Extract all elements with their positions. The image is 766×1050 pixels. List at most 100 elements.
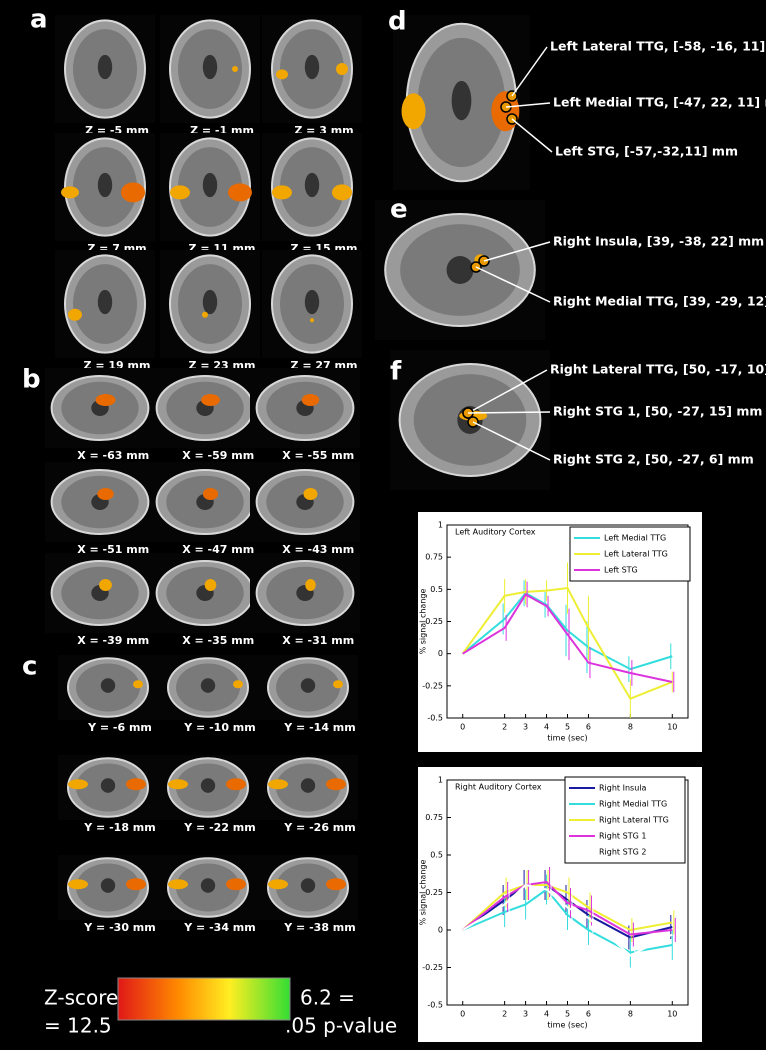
activation-blob — [61, 186, 79, 199]
brain-ventricle — [200, 678, 216, 693]
activation-blob — [276, 69, 288, 80]
series-line — [462, 880, 673, 936]
brain-ventricle — [200, 878, 216, 893]
activation-blob — [126, 878, 146, 891]
slice-label: Y = -38 mm — [283, 921, 355, 934]
annotation-label: Right STG 1, [50, -27, 15] mm — [553, 404, 762, 419]
x-axis-label: time (sec) — [547, 1021, 587, 1030]
activation-blob — [168, 779, 188, 790]
x-tick-label: 3 — [523, 1010, 528, 1019]
activation-blob — [202, 488, 219, 500]
activation-blob — [68, 879, 88, 890]
activation-blob — [202, 311, 208, 318]
colorbar-min: 6.2 = — [300, 986, 355, 1010]
legend-label: Right Medial TTG — [599, 800, 667, 809]
activation-blob — [68, 779, 88, 790]
x-tick-label: 2 — [502, 723, 507, 732]
activation-blob — [201, 394, 220, 406]
activation-blob — [305, 579, 316, 591]
activation-blob — [228, 183, 252, 202]
activation-blob — [99, 579, 112, 591]
brain-ventricle — [446, 256, 474, 284]
slice-label: X = -63 mm — [77, 449, 149, 462]
colorbar-note: .05 p-value — [285, 1014, 397, 1038]
annotation-label: Right STG 2, [50, -27, 6] mm — [553, 452, 754, 467]
x-tick-label: 2 — [502, 1010, 507, 1019]
annotation-line — [467, 369, 548, 414]
brain-ventricle — [100, 878, 116, 893]
series-line — [462, 593, 673, 683]
panel-letter: c — [22, 652, 37, 682]
series-line — [461, 586, 673, 700]
y-tick-label: 1 — [438, 521, 443, 530]
x-axis-label: time (sec) — [547, 734, 587, 743]
slice-label: X = -39 mm — [77, 634, 149, 647]
annotation-label: Right Medial TTG, [39, -29, 12] mm — [553, 294, 766, 309]
legend-label: Right STG 2 — [599, 848, 646, 857]
y-tick-label: 0.5 — [430, 851, 443, 860]
y-tick-label: 0.25 — [425, 888, 443, 897]
activation-blob — [170, 185, 190, 200]
legend-label: Right STG 1 — [599, 832, 646, 841]
activation-blob — [97, 488, 114, 500]
annotation-label: Right Insula, [39, -38, 22] mm — [553, 234, 764, 249]
annotation-line — [511, 46, 548, 97]
y-tick-label: 0 — [438, 649, 443, 658]
annotation-line — [472, 421, 551, 461]
brain-ventricle — [202, 289, 218, 315]
activation-blob — [233, 680, 243, 689]
y-axis-label: % signal change — [419, 860, 428, 926]
brain-ventricle — [304, 289, 320, 315]
activation-blob — [204, 579, 217, 591]
brain-ventricle — [202, 172, 218, 198]
activation-blob — [268, 879, 288, 890]
annotation-line — [475, 266, 551, 303]
y-tick-label: 0.25 — [425, 617, 443, 626]
panel-letter: h — [402, 767, 419, 795]
y-tick-label: 1 — [438, 776, 443, 785]
slice-label: Y = -30 mm — [83, 921, 155, 934]
slice-label: X = -59 mm — [182, 449, 254, 462]
activation-blob — [226, 878, 246, 891]
slice-label: X = -55 mm — [282, 449, 354, 462]
annotation-line — [483, 241, 551, 262]
x-tick-label: 8 — [628, 1010, 633, 1019]
x-tick-label: 8 — [628, 723, 633, 732]
activation-blob — [326, 878, 346, 891]
y-tick-label: -0.5 — [427, 1001, 443, 1010]
y-tick-label: 0.5 — [430, 585, 443, 594]
brain-ventricle — [304, 172, 320, 198]
activation-blob — [126, 778, 146, 791]
slice-label: Y = -22 mm — [183, 821, 255, 834]
slice-label: Y = -18 mm — [83, 821, 155, 834]
activation-blob — [332, 184, 352, 201]
brain-ventricle — [300, 878, 316, 893]
colorbar-max: = 12.5 — [44, 1014, 112, 1038]
annotation-line — [467, 411, 551, 414]
slice-label: Y = -6 mm — [87, 721, 152, 734]
activation-blob — [326, 778, 346, 791]
colorbar — [117, 977, 291, 1021]
activation-blob — [168, 879, 188, 890]
brain-ventricle — [451, 80, 472, 121]
x-tick-label: 10 — [667, 1010, 677, 1019]
slice-label: X = -43 mm — [282, 543, 354, 556]
y-tick-label: 0 — [438, 926, 443, 935]
panel-letter: f — [390, 357, 402, 387]
activation-blob — [133, 680, 143, 689]
chart-title: Right Auditory Cortex — [455, 783, 542, 792]
panel-letter: a — [30, 5, 48, 35]
brain-ventricle — [97, 54, 113, 80]
activation-blob — [232, 66, 238, 72]
brain-ventricle — [304, 54, 320, 80]
y-tick-label: -0.25 — [422, 681, 443, 690]
legend-label: Left Medial TTG — [604, 534, 666, 543]
annotation-label: Right Lateral TTG, [50, -17, 10] mm — [550, 362, 766, 377]
x-tick-label: 3 — [523, 723, 528, 732]
x-tick-label: 0 — [460, 1010, 465, 1019]
activation-blob — [272, 185, 292, 200]
slice-label: Y = -14 mm — [283, 721, 355, 734]
brain-ventricle — [300, 678, 316, 693]
y-tick-label: 0.75 — [425, 813, 443, 822]
x-tick-label: 5 — [565, 1010, 570, 1019]
